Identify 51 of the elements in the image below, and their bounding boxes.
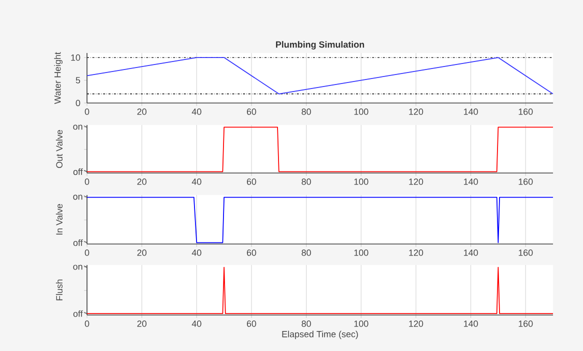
- chart-title: Plumbing Simulation: [276, 41, 364, 50]
- x-tick-label: 40: [192, 178, 202, 185]
- x-tick-label: 0: [84, 108, 90, 115]
- x-tick-label: 40: [192, 320, 202, 327]
- text: off: [73, 239, 83, 246]
- x-tick-label: 40: [192, 108, 202, 115]
- x-tick-label: 20: [137, 108, 146, 115]
- x-tick-label: 140: [464, 320, 478, 327]
- y-axis-title: Water Height: [54, 52, 63, 104]
- x-tick-label: 40: [192, 250, 202, 256]
- x-tick-label: 80: [302, 250, 311, 256]
- x-tick-label: 120: [409, 178, 424, 185]
- y-axis-title: Flush: [56, 280, 63, 300]
- x-tick-label: 0: [84, 320, 90, 327]
- x-tick-label: 60: [246, 178, 256, 185]
- x-tick-label: 100: [354, 178, 368, 185]
- x-tick-label: 80: [302, 320, 311, 327]
- x-tick-label: 100: [354, 250, 368, 256]
- x-tick-label: 20: [137, 178, 146, 185]
- y-tick-label: 0: [76, 100, 80, 106]
- x-tick-label: 100: [354, 320, 368, 327]
- x-axis-title: Elapsed Time (sec): [282, 330, 358, 340]
- x-tick-label: 120: [409, 320, 424, 327]
- x-tick-label: 160: [518, 320, 533, 327]
- text: on: [73, 194, 82, 200]
- text: on: [73, 264, 82, 270]
- x-tick-label: 160: [518, 178, 533, 185]
- x-tick-label: 60: [246, 250, 256, 256]
- text: off: [73, 310, 83, 317]
- x-tick-label: 160: [518, 250, 533, 256]
- x-tick-label: 160: [518, 108, 533, 115]
- x-tick-label: 80: [302, 178, 311, 185]
- y-tick-label: 5: [76, 77, 80, 84]
- x-tick-label: 100: [354, 108, 368, 115]
- x-tick-label: 0: [84, 250, 90, 256]
- y-axis-title: In Valve: [56, 204, 63, 235]
- x-tick-label: 0: [84, 178, 90, 185]
- x-tick-label: 20: [137, 320, 146, 327]
- x-tick-label: 140: [464, 250, 478, 256]
- x-tick-label: 120: [409, 108, 424, 115]
- x-tick-label: 140: [464, 178, 478, 185]
- x-tick-label: 60: [246, 108, 256, 115]
- x-tick-label: 60: [246, 320, 256, 327]
- x-tick-label: 80: [302, 108, 311, 115]
- x-tick-label: 120: [409, 250, 424, 256]
- x-tick-label: 20: [137, 250, 146, 256]
- x-tick-label: 140: [464, 108, 478, 115]
- y-axis-title: Out Valve: [56, 130, 63, 168]
- text: off: [73, 168, 83, 175]
- text: on: [73, 124, 82, 130]
- y-tick-label: 10: [71, 54, 80, 61]
